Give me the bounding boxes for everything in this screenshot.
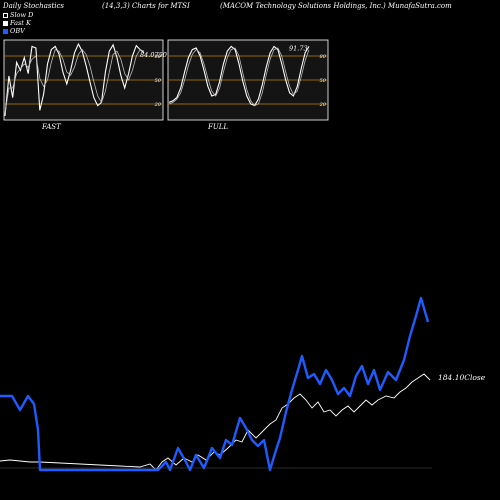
series-line-1 [168,47,310,107]
obv-line [0,296,430,472]
y-tick-label: 50 [320,78,327,84]
legend-entry: OBV [3,27,33,35]
last-value-label: 91.73 [289,44,308,52]
y-tick-label: 50 [155,78,162,84]
y-tick-label: 20 [154,102,162,108]
legend-label: Fast K [10,19,31,27]
price-line [0,373,431,471]
legend-label: OBV [10,27,25,35]
chart-title-left: Daily Stochastics [3,2,65,10]
panel-label-full: FULL [208,123,229,131]
panel-label-fast: FAST [42,123,61,131]
legend-entry: Fast K [3,19,33,27]
legend-swatch-obv [3,28,8,34]
chart-title-right: (MACOM Technology Solutions Holdings, In… [220,2,452,10]
series-line-0 [4,42,145,117]
series-line-1 [4,48,145,114]
series-line-0 [168,45,310,107]
close-price-label: 184.10Close [438,373,486,382]
chart-title-center: (14,3,3) Charts for MTSI [102,2,190,10]
legend-swatch-fast-k [3,20,8,26]
last-value-label: 84.0750 [140,51,167,59]
y-tick-label: 80 [320,54,327,60]
y-tick-label: 80 [155,54,162,60]
legend-label: Slow D [10,11,34,19]
legend: Slow D Fast K OBV [3,11,33,35]
legend-swatch-slow-d [3,12,8,18]
y-tick-label: 20 [319,102,327,108]
legend-entry: Slow D [3,11,33,19]
